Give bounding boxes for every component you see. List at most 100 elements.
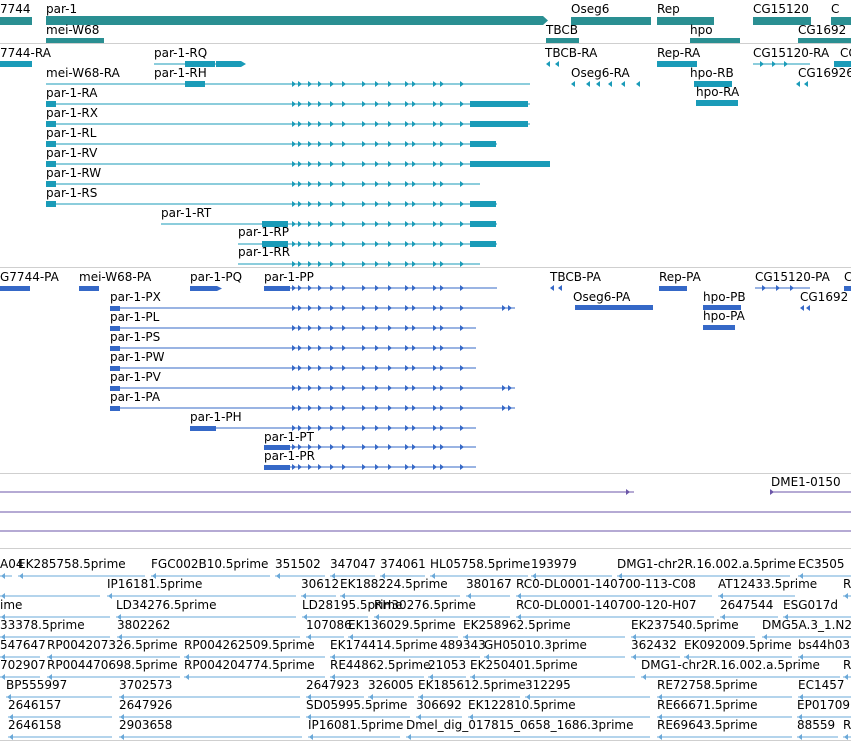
est-label[interactable]: 88559 bbox=[797, 718, 836, 732]
transcript-glyph[interactable] bbox=[342, 261, 346, 267]
protein-glyph[interactable] bbox=[433, 464, 437, 470]
transcript-glyph[interactable] bbox=[571, 81, 575, 87]
protein-glyph[interactable] bbox=[292, 405, 296, 411]
est-label[interactable]: bs44h03 bbox=[798, 638, 851, 652]
est-glyph[interactable] bbox=[517, 593, 521, 599]
est-label[interactable]: RP004262509.5prime bbox=[184, 638, 315, 652]
protein-glyph[interactable] bbox=[318, 425, 322, 431]
gene-glyph[interactable] bbox=[657, 17, 714, 25]
est-label[interactable]: EK092009.5prime bbox=[684, 638, 792, 652]
protein-glyph[interactable] bbox=[342, 385, 346, 391]
est-glyph[interactable] bbox=[369, 694, 373, 700]
transcript-glyph[interactable] bbox=[46, 121, 56, 127]
est-label[interactable]: EK185612.5prime bbox=[418, 678, 526, 692]
est-glyph[interactable] bbox=[117, 614, 121, 620]
est-label[interactable]: EK174414.5prime bbox=[330, 638, 438, 652]
est-label[interactable]: LD34276.5prime bbox=[116, 598, 217, 612]
est-label[interactable]: 306692 bbox=[416, 698, 462, 712]
protein-glyph[interactable] bbox=[362, 365, 366, 371]
protein-glyph[interactable] bbox=[388, 425, 392, 431]
transcript-glyph[interactable] bbox=[412, 121, 416, 127]
transcript-glyph[interactable] bbox=[388, 221, 392, 227]
transcript-glyph[interactable] bbox=[772, 61, 776, 67]
est-label[interactable]: BP555997 bbox=[6, 678, 68, 692]
transcript-glyph[interactable] bbox=[342, 101, 346, 107]
transcript-glyph[interactable] bbox=[412, 241, 416, 247]
protein-glyph[interactable] bbox=[318, 385, 322, 391]
protein-glyph[interactable] bbox=[308, 285, 312, 291]
transcript-glyph[interactable] bbox=[804, 81, 808, 87]
transcript-glyph[interactable] bbox=[46, 201, 56, 207]
gene-label[interactable]: Oseg6 bbox=[571, 2, 610, 16]
protein-glyph[interactable] bbox=[502, 385, 506, 391]
transcript-glyph[interactable] bbox=[440, 141, 444, 147]
transcript-glyph[interactable] bbox=[362, 141, 366, 147]
transcript-label[interactable]: CG16926 bbox=[798, 66, 851, 80]
transcript-glyph[interactable] bbox=[412, 221, 416, 227]
transcript-glyph[interactable] bbox=[330, 241, 334, 247]
protein-glyph[interactable] bbox=[776, 285, 780, 291]
protein-glyph[interactable] bbox=[375, 464, 379, 470]
protein-glyph[interactable] bbox=[460, 405, 464, 411]
protein-glyph[interactable] bbox=[342, 444, 346, 450]
protein-glyph[interactable] bbox=[440, 464, 444, 470]
transcript-glyph[interactable] bbox=[433, 201, 437, 207]
est-glyph[interactable] bbox=[185, 654, 189, 660]
est-label[interactable]: IP16081.5prime bbox=[308, 718, 404, 732]
protein-glyph[interactable] bbox=[405, 365, 409, 371]
est-glyph[interactable] bbox=[331, 674, 335, 680]
gene-glyph[interactable] bbox=[753, 17, 811, 25]
protein-glyph[interactable] bbox=[405, 385, 409, 391]
transcript-glyph[interactable] bbox=[405, 141, 409, 147]
transcript-glyph[interactable] bbox=[375, 161, 379, 167]
protein-glyph[interactable] bbox=[440, 345, 444, 351]
gene-glyph[interactable] bbox=[798, 38, 851, 43]
est-label[interactable]: 2903658 bbox=[119, 718, 173, 732]
transcript-glyph[interactable] bbox=[460, 161, 464, 167]
transcript-glyph[interactable] bbox=[375, 81, 379, 87]
protein-glyph[interactable] bbox=[318, 464, 322, 470]
transcript-glyph[interactable] bbox=[460, 181, 464, 187]
protein-glyph[interactable] bbox=[440, 305, 444, 311]
transcript-glyph[interactable] bbox=[586, 81, 590, 87]
transcript-glyph[interactable] bbox=[292, 161, 296, 167]
transcript-glyph[interactable] bbox=[796, 81, 800, 87]
transcript-label[interactable]: par-1-RL bbox=[46, 126, 97, 140]
protein-glyph[interactable] bbox=[308, 425, 312, 431]
protein-glyph[interactable] bbox=[330, 305, 334, 311]
gene-label[interactable]: CG1692 bbox=[798, 23, 847, 37]
est-glyph[interactable] bbox=[632, 634, 636, 640]
protein-glyph[interactable] bbox=[405, 444, 409, 450]
est-label[interactable]: 30612 bbox=[301, 577, 340, 591]
est-glyph[interactable] bbox=[349, 634, 353, 640]
transcript-glyph[interactable] bbox=[440, 101, 444, 107]
transcript-glyph[interactable] bbox=[405, 81, 409, 87]
protein-glyph[interactable] bbox=[292, 345, 296, 351]
transcript-glyph[interactable] bbox=[298, 241, 302, 247]
transcript-glyph[interactable] bbox=[470, 101, 528, 107]
est-label[interactable]: RE72758.5prime bbox=[657, 678, 758, 692]
transcript-glyph[interactable] bbox=[375, 241, 379, 247]
transcript-glyph[interactable] bbox=[330, 81, 334, 87]
transcript-glyph[interactable] bbox=[46, 101, 56, 107]
protein-glyph[interactable] bbox=[412, 325, 416, 331]
protein-glyph[interactable] bbox=[460, 425, 464, 431]
est-glyph[interactable] bbox=[467, 593, 471, 599]
transcript-glyph[interactable] bbox=[308, 161, 312, 167]
transcript-glyph[interactable] bbox=[433, 241, 437, 247]
transcript-glyph[interactable] bbox=[596, 81, 600, 87]
protein-glyph[interactable] bbox=[362, 405, 366, 411]
transcript-glyph[interactable] bbox=[388, 101, 392, 107]
protein-glyph[interactable] bbox=[433, 345, 437, 351]
protein-glyph[interactable] bbox=[433, 305, 437, 311]
transcript-glyph[interactable] bbox=[412, 181, 416, 187]
transcript-glyph[interactable] bbox=[298, 181, 302, 187]
protein-glyph[interactable] bbox=[375, 305, 379, 311]
protein-glyph[interactable] bbox=[412, 405, 416, 411]
protein-glyph[interactable] bbox=[405, 405, 409, 411]
est-label[interactable]: RE69643.5prime bbox=[657, 718, 758, 732]
transcript-label[interactable]: par-1-RQ bbox=[154, 46, 208, 60]
transcript-label[interactable]: par-1-RX bbox=[46, 106, 98, 120]
transcript-glyph[interactable] bbox=[388, 161, 392, 167]
protein-glyph[interactable] bbox=[110, 406, 120, 411]
